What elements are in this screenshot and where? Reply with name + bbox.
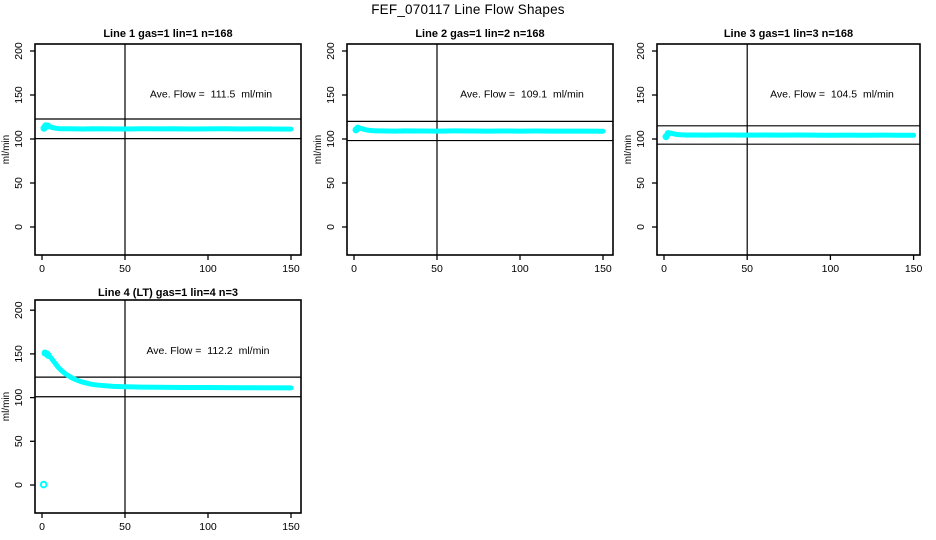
flow-data-marker bbox=[354, 124, 362, 132]
avg-flow-annotation: Ave. Flow = 111.5 ml/min bbox=[150, 89, 272, 101]
y-tick-label: 0 bbox=[635, 224, 647, 230]
subplot-title: Line 4 (LT) gas=1 lin=4 n=3 bbox=[98, 287, 238, 299]
x-tick-label: 100 bbox=[199, 263, 217, 275]
x-tick-label: 100 bbox=[511, 263, 529, 275]
x-tick-label: 0 bbox=[351, 263, 357, 275]
figure-title: FEF_070117 Line Flow Shapes bbox=[371, 2, 565, 17]
chart-line2: Line 2 gas=1 lin=2 n=168 0 50 100 150 0 50 100 1… bbox=[313, 28, 614, 275]
x-tick-label: 150 bbox=[905, 263, 923, 275]
outlier-marker bbox=[39, 480, 48, 489]
y-tick-label: 50 bbox=[325, 177, 337, 189]
avg-flow-annotation: Ave. Flow = 112.2 ml/min bbox=[146, 345, 269, 357]
x-tick-label: 50 bbox=[119, 521, 131, 533]
y-tick-label: 0 bbox=[13, 482, 25, 488]
flow-data-trace bbox=[353, 125, 606, 134]
panel-line1: Line 1 gas=1 lin=1 n=168 0 50 100 150 0 50 100 1… bbox=[0, 20, 312, 282]
panel-line2: Line 2 gas=1 lin=2 n=168 0 50 100 150 0 50 100 1… bbox=[312, 20, 624, 282]
flow-data-trace bbox=[42, 350, 294, 391]
plot-border bbox=[656, 43, 921, 256]
y-tick-label: 150 bbox=[325, 86, 337, 104]
chart-line1: Line 1 gas=1 lin=1 n=168 0 50 100 150 0 50 100 1… bbox=[1, 28, 302, 275]
y-axis-label: ml/min bbox=[1, 135, 12, 164]
subplot-title: Line 3 gas=1 lin=3 n=168 bbox=[724, 28, 853, 40]
subplot-title: Line 2 gas=1 lin=2 n=168 bbox=[415, 28, 544, 40]
y-tick-label: 100 bbox=[13, 389, 25, 407]
y-tick-label: 0 bbox=[13, 224, 25, 230]
x-tick-label: 150 bbox=[282, 263, 300, 275]
y-tick-label: 200 bbox=[635, 42, 647, 60]
x-tick-label: 0 bbox=[39, 263, 45, 275]
avg-flow-annotation: Ave. Flow = 104.5 ml/min bbox=[770, 89, 894, 101]
chart-line3: Line 3 gas=1 lin=3 n=168 0 50 100 150 0 50 100 1… bbox=[623, 28, 923, 275]
y-tick-label: 100 bbox=[325, 130, 337, 148]
x-tick-label: 0 bbox=[661, 263, 667, 275]
x-tick-label: 0 bbox=[39, 521, 45, 533]
y-tick-label: 150 bbox=[635, 86, 647, 104]
y-tick-label: 50 bbox=[635, 177, 647, 189]
y-tick-label: 150 bbox=[13, 86, 25, 104]
y-tick-label: 100 bbox=[13, 130, 25, 148]
plot-border bbox=[34, 43, 302, 256]
flow-data-marker bbox=[44, 351, 52, 359]
y-axis-label: ml/min bbox=[1, 392, 12, 421]
plot-border bbox=[34, 299, 302, 514]
y-tick-label: 200 bbox=[13, 301, 25, 319]
flow-data-trace bbox=[663, 130, 917, 139]
plot-border bbox=[346, 43, 614, 256]
flow-data-marker bbox=[44, 122, 52, 130]
y-tick-label: 200 bbox=[325, 42, 337, 60]
y-tick-label: 100 bbox=[635, 130, 647, 148]
y-axis-label: ml/min bbox=[313, 135, 324, 164]
x-tick-label: 150 bbox=[594, 263, 612, 275]
panel-line3: Line 3 gas=1 lin=3 n=168 0 50 100 150 0 50 100 1… bbox=[623, 20, 936, 282]
chart-line4: Line 4 (LT) gas=1 lin=4 n=3 0 50 100 150 0 50 1… bbox=[1, 287, 302, 533]
avg-flow-annotation: Ave. Flow = 109.1 ml/min bbox=[460, 89, 584, 101]
y-tick-label: 50 bbox=[13, 435, 25, 447]
subplot-title: Line 1 gas=1 lin=1 n=168 bbox=[103, 28, 232, 40]
y-tick-label: 50 bbox=[13, 177, 25, 189]
y-axis-label: ml/min bbox=[624, 135, 634, 164]
y-tick-label: 200 bbox=[13, 42, 25, 60]
x-tick-label: 50 bbox=[741, 263, 753, 275]
x-tick-label: 50 bbox=[431, 263, 443, 275]
x-tick-label: 50 bbox=[119, 263, 131, 275]
x-tick-label: 100 bbox=[199, 521, 217, 533]
flow-data-trace bbox=[41, 123, 294, 132]
y-tick-label: 150 bbox=[13, 345, 25, 363]
panel-line4: Line 4 (LT) gas=1 lin=4 n=3 0 50 100 150 0 50 1… bbox=[0, 282, 312, 540]
flow-data-marker bbox=[664, 130, 672, 138]
x-tick-label: 100 bbox=[822, 263, 840, 275]
x-tick-label: 150 bbox=[282, 521, 300, 533]
y-tick-label: 0 bbox=[325, 224, 337, 230]
